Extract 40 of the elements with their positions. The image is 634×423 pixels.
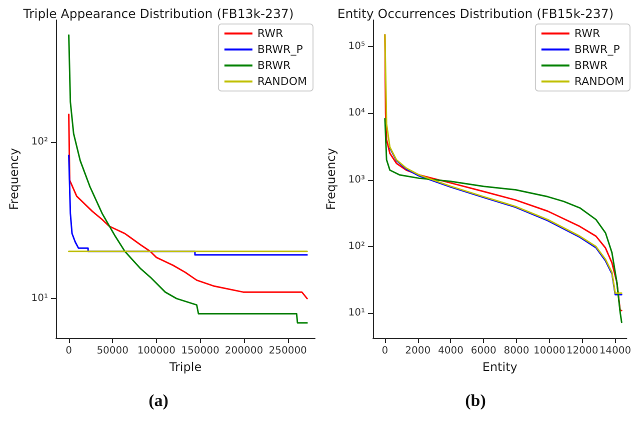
y-tick-label: 10⁵ [348, 41, 365, 52]
y-tick-label: 10¹ [31, 293, 48, 304]
x-axis-title: Entity [482, 360, 518, 374]
y-tick-label: 10⁴ [348, 108, 365, 119]
y-axis-title: Frequency [324, 148, 338, 210]
x-tick-label: 150000 [181, 346, 220, 356]
y-tick-label: 10³ [348, 174, 365, 186]
legend-label: BRWR_P [574, 43, 620, 56]
chart-title: Triple Appearance Distribution (FB13k-237) [22, 6, 294, 21]
x-tick-label: 2000 [405, 346, 431, 356]
legend-label: BRWR [257, 59, 292, 72]
x-tick-label: 10000 [534, 346, 566, 356]
line-series [389, 147, 622, 296]
y-axis-title: Frequency [7, 148, 21, 210]
text: (a) [148, 391, 168, 410]
x-tick-label: 0 [382, 346, 388, 356]
legend-label: RWR [257, 27, 284, 40]
y-tick-label: 10² [348, 241, 365, 252]
line-series [68, 114, 308, 300]
x-tick-label: 8000 [504, 346, 530, 356]
line-series [384, 118, 622, 324]
text: (b) [465, 391, 486, 410]
legend-label: RANDOM [257, 75, 308, 88]
x-tick-label: 0 [66, 346, 72, 356]
x-tick-label: 50000 [96, 346, 129, 356]
x-tick-label: 250000 [268, 346, 307, 356]
chart-title: Entity Occurrences Distribution (FB15k-237) [337, 6, 614, 21]
legend-label: RWR [574, 27, 601, 40]
y-tick-label: 10¹ [348, 308, 365, 319]
x-tick-label: 12000 [566, 346, 598, 356]
y-tick-label: 10² [31, 136, 48, 148]
legend-label: RANDOM [574, 75, 624, 88]
x-tick-label: 6000 [470, 346, 496, 356]
x-tick-label: 100000 [137, 346, 176, 356]
x-tick-label: 4000 [438, 346, 464, 356]
x-tick-label: 14000 [599, 346, 632, 356]
legend-label: BRWR_P [257, 43, 304, 56]
x-axis-title: Triple [168, 360, 202, 374]
x-tick-label: 200000 [224, 346, 264, 356]
legend-label: BRWR [574, 59, 608, 72]
